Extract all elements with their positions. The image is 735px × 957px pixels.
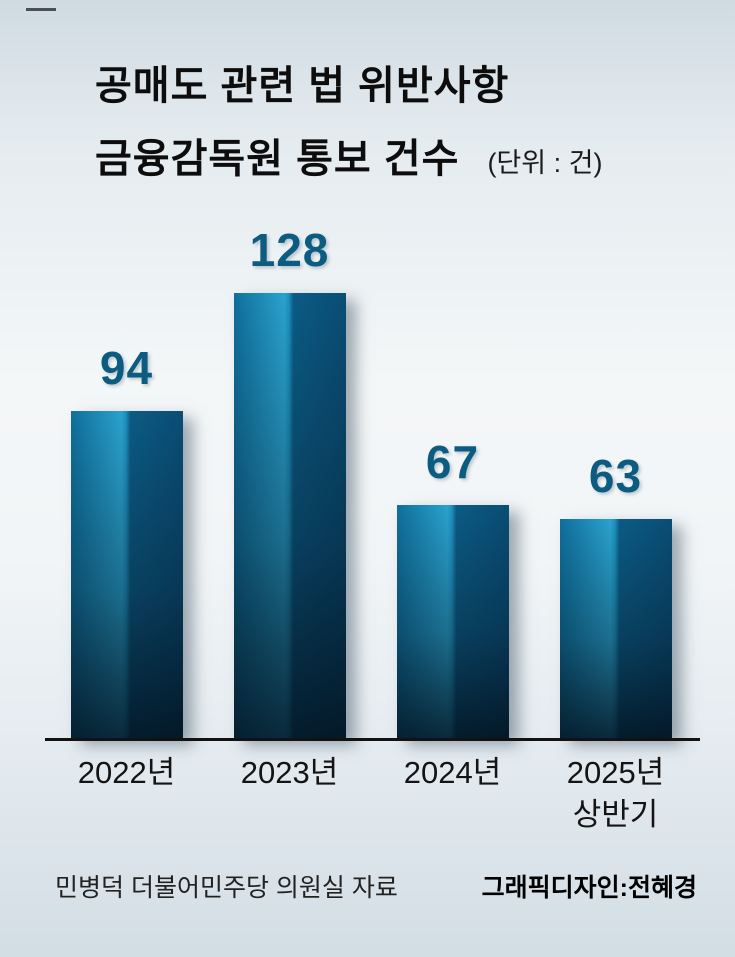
x-axis-label-text-line2: 상반기 [572,797,659,832]
x-axis-label-text: 2025년 [566,755,665,790]
design-credit: 그래픽디자인:전혜경 [481,874,697,902]
bar [559,519,672,738]
bar-column: 67 [371,218,534,738]
chart-title-line1: 공매도 관련 법 위반사항 [95,64,510,108]
bar-chart: 94 128 67 63 [45,218,697,738]
bar [70,411,183,738]
bar-value-label: 67 [425,436,480,488]
x-axis-label: 2022년 [45,752,208,836]
bar-column: 63 [534,218,697,738]
x-axis-label-text: 2023년 [240,755,339,790]
x-axis-label-text: 2022년 [77,755,176,790]
chart-title-line2: 금융감독원 통보 건수 [95,137,460,181]
bar [396,505,509,738]
x-axis-line [45,738,700,741]
bar-column: 94 [45,218,208,738]
bar-column: 128 [208,218,371,738]
bar-value-label: 94 [99,342,154,394]
x-axis-labels: 2022년 2023년 2024년 2025년 상반기 [45,752,697,836]
unit-label: (단위 : 건) [487,148,603,178]
bar-value-label: 128 [249,224,330,276]
source-credit: 민병덕 더불어민주당 의원실 자료 [55,874,398,902]
x-axis-label-text: 2024년 [403,755,502,790]
x-axis-label: 2024년 [371,752,534,836]
bar [233,293,346,738]
chart-title-block: 공매도 관련 법 위반사항 금융감독원 통보 건수 (단위 : 건) [95,50,602,196]
bar-value-label: 63 [588,450,643,502]
footer: 민병덕 더불어민주당 의원실 자료 그래픽디자인:전혜경 [55,868,697,904]
corner-mark [26,8,56,11]
x-axis-label: 2023년 [208,752,371,836]
x-axis-label: 2025년 상반기 [534,752,697,836]
